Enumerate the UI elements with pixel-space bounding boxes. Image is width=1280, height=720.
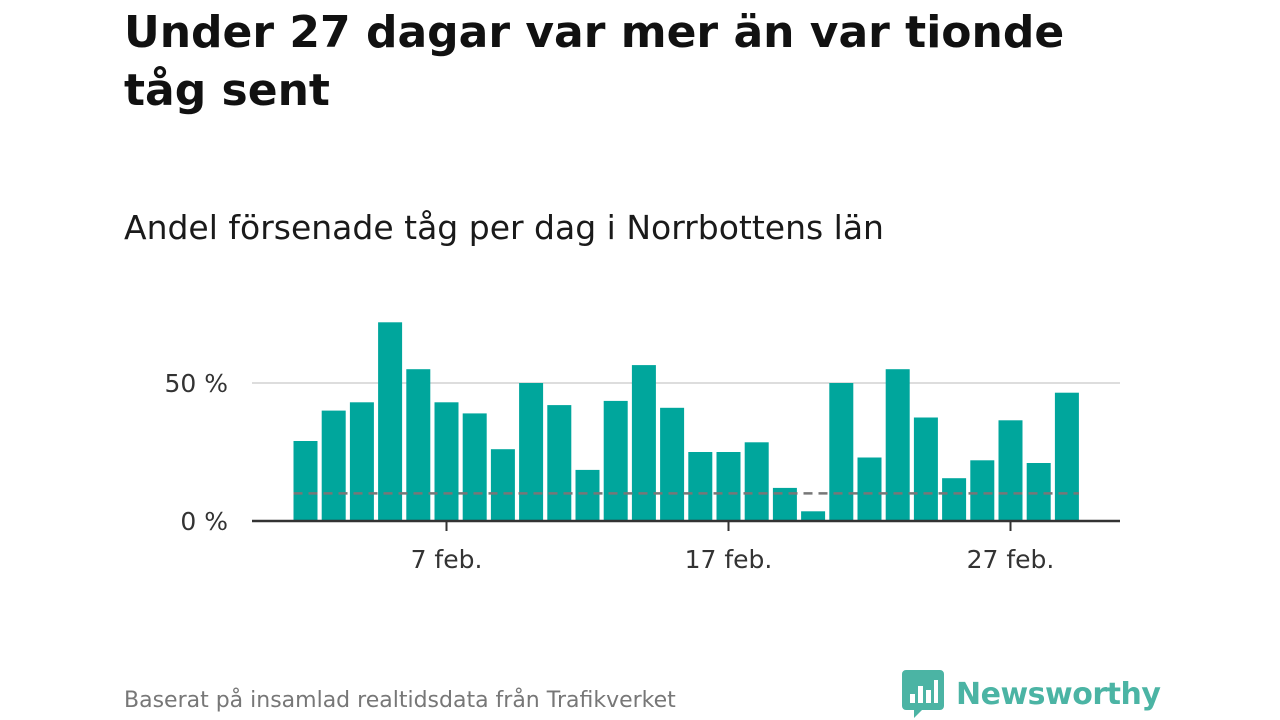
chart-subtitle: Andel försenade tåg per dag i Norrbotten…: [124, 208, 884, 247]
bar: [970, 460, 995, 521]
bar: [293, 441, 318, 521]
logo-bar-4: [934, 680, 938, 703]
bar: [716, 452, 741, 521]
bar: [1054, 392, 1079, 521]
bar: [349, 402, 374, 521]
brand-name: Newsworthy: [956, 676, 1161, 712]
x-tick-label: 17 feb.: [685, 545, 773, 574]
bar: [490, 449, 515, 521]
bar: [434, 402, 459, 521]
bar: [378, 322, 403, 521]
bar: [603, 400, 628, 521]
x-tick-label: 27 feb.: [967, 545, 1055, 574]
logo-bar-3: [926, 690, 931, 703]
bar: [660, 407, 685, 521]
bar: [519, 383, 544, 521]
bar: [547, 405, 572, 521]
bar: [885, 369, 910, 521]
bar-chart: 0 % 50 % 7 feb. 17 feb. 27 feb.: [164, 322, 1120, 574]
bar: [801, 511, 826, 521]
bar: [462, 413, 487, 521]
bar: [744, 442, 769, 521]
bar: [575, 469, 600, 521]
bar: [913, 417, 938, 521]
bar: [1026, 463, 1051, 521]
y-tick-label: 0 %: [180, 507, 228, 536]
bar-chart-speech-bubble-icon: [902, 670, 944, 718]
bar: [321, 410, 346, 521]
brand-logo-group: Newsworthy: [902, 670, 1161, 718]
logo-bar-1: [910, 694, 915, 703]
y-tick-label: 50 %: [164, 369, 228, 398]
source-note: Baserat på insamlad realtidsdata från Tr…: [124, 688, 676, 713]
bars: [293, 322, 1079, 521]
bar: [998, 420, 1023, 521]
bar: [688, 452, 713, 521]
x-tick-label: 7 feb.: [411, 545, 483, 574]
bar: [857, 457, 882, 521]
bar: [406, 369, 431, 521]
bar: [829, 383, 854, 521]
chart-title: Under 27 dagar var mer än var tionde tåg…: [124, 7, 1065, 116]
bar: [631, 365, 656, 521]
axes: 0 % 50 % 7 feb. 17 feb. 27 feb.: [164, 369, 1120, 574]
logo-bar-2: [918, 686, 923, 703]
bar: [942, 478, 967, 521]
